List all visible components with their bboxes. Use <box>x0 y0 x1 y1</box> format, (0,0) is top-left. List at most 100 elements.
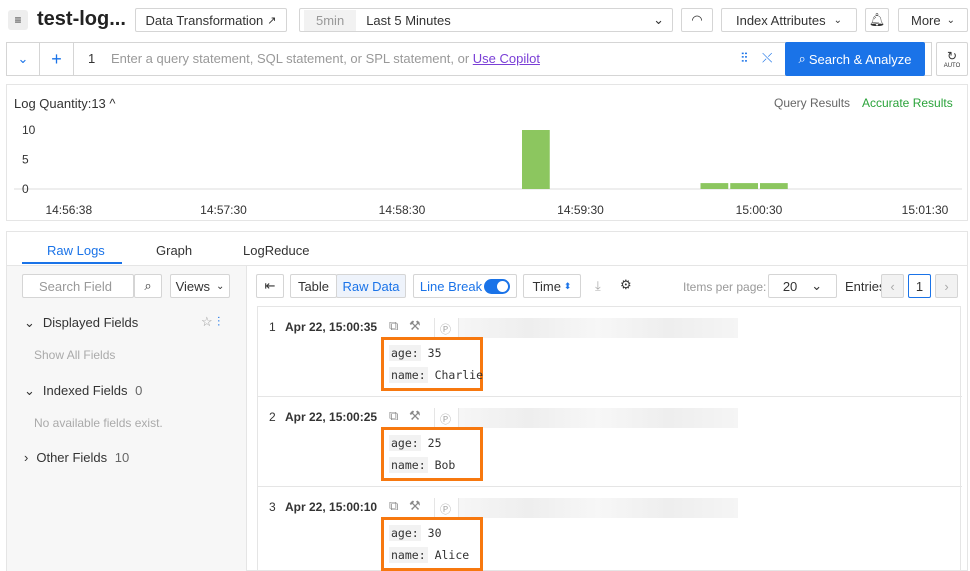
field-key-name: name: <box>389 457 428 473</box>
settings-gear-icon[interactable]: ⚙ <box>620 277 632 292</box>
collapse-sidebar-button[interactable]: ⇤ <box>256 274 284 298</box>
external-link-icon: ↗ <box>267 14 277 27</box>
search-icon: ⌕ <box>144 278 152 293</box>
blurred-source-value <box>458 408 738 428</box>
search-field-button[interactable]: ⌕ <box>134 274 162 298</box>
tab-raw-logs[interactable]: Raw Logs <box>47 243 105 258</box>
collapse-icon: ⇤ <box>264 278 276 293</box>
next-page-button[interactable]: › <box>935 274 958 298</box>
field-key-name: name: <box>389 547 428 563</box>
items-per-page-value: 20 <box>782 278 798 294</box>
auto-refresh-button[interactable]: ↻ AUTO <box>936 42 968 76</box>
indexed-fields-section[interactable]: ⌄ Indexed Fields 0 <box>24 383 142 399</box>
ip-tag-icon: Ⓟ <box>440 504 451 516</box>
download-icon[interactable]: ⤓ <box>595 278 601 293</box>
copy-icon[interactable]: ⧉ <box>389 498 399 513</box>
copy-icon[interactable]: ⧉ <box>389 408 399 423</box>
histogram-bar <box>730 183 758 189</box>
time-range-picker[interactable]: 5min Last 5 Minutes ⌄ <box>299 8 673 32</box>
accurate-results-link[interactable]: Accurate Results <box>862 96 953 110</box>
logs-list <box>257 306 961 571</box>
field-value-name: Alice <box>434 548 470 562</box>
chevron-up-icon: ^ <box>109 96 116 111</box>
prev-page-button[interactable]: ‹ <box>881 274 904 298</box>
field-highlight-box <box>381 517 483 571</box>
histogram-bar <box>760 183 788 189</box>
other-fields-section[interactable]: › Other Fields 10 <box>24 450 129 465</box>
refresh-icon: ↻ <box>946 49 958 63</box>
data-transformation-button[interactable]: Data Transformation ↗ <box>135 8 287 32</box>
blurred-source-value <box>458 318 738 338</box>
entries-label: Entries <box>845 279 886 294</box>
log-index: 2 <box>269 410 276 424</box>
histogram-bar <box>700 183 729 189</box>
chevron-down-icon: ⌄ <box>24 315 35 330</box>
magic-wand-icon[interactable]: ⚒ <box>409 318 421 333</box>
views-label: Views <box>175 278 211 294</box>
tab-logreduce[interactable]: LogReduce <box>243 243 310 258</box>
log-quantity-label: Log Quantity:13 <box>14 96 106 111</box>
time-sort-button[interactable]: Time ⬍ <box>523 274 581 298</box>
chevron-down-icon: ⌄ <box>653 12 664 27</box>
displayed-fields-label: Displayed Fields <box>42 315 139 330</box>
query-results-link[interactable]: Query Results <box>774 96 851 110</box>
field-key-age: age: <box>389 525 421 541</box>
views-dropdown[interactable]: Views ⌄ <box>170 274 230 298</box>
toggle-switch[interactable] <box>484 278 511 294</box>
ip-tag-icon: Ⓟ <box>440 414 451 426</box>
y-tick-label: 10 <box>22 123 36 137</box>
time-sort-label: Time <box>532 278 561 294</box>
items-per-page-select[interactable]: 20 ⌄ <box>768 274 837 298</box>
chevron-right-icon: › <box>24 450 29 465</box>
field-value-age: 25 <box>427 436 442 450</box>
search-analyze-button[interactable]: ⌕ Search & Analyze <box>785 42 925 76</box>
copy-icon[interactable]: ⧉ <box>389 318 399 333</box>
query-input[interactable]: Enter a query statement, SQL statement, … <box>111 51 540 66</box>
field-value-name: Charlie <box>434 368 484 382</box>
field-highlight-box <box>381 337 483 391</box>
auto-label: AUTO <box>943 63 961 69</box>
time-range-label: Last 5 Minutes <box>366 12 451 28</box>
y-tick-label: 5 <box>22 153 29 167</box>
no-fields-message: No available fields exist. <box>34 416 163 430</box>
star-icon[interactable]: ☆ <box>201 314 213 329</box>
x-tick-label: 14:56:38 <box>45 203 92 217</box>
raw-data-view-button[interactable]: Raw Data <box>336 274 406 298</box>
time-badge: 5min <box>304 9 357 31</box>
log-index: 1 <box>269 320 276 334</box>
tab-active-indicator <box>22 262 122 264</box>
other-fields-count: 10 <box>114 450 130 465</box>
log-separator <box>258 396 962 397</box>
log-time: Apr 22, 15:00:25 <box>285 410 378 424</box>
filter-settings-icon[interactable]: ⫶⫶ <box>741 50 748 65</box>
field-age: age: 25 <box>389 435 442 451</box>
field-settings-icon[interactable]: ⫶ <box>217 314 221 329</box>
field-value-age: 30 <box>427 526 442 540</box>
more-label: More <box>910 12 941 28</box>
blurred-source-tags <box>434 498 737 518</box>
format-icon[interactable]: ⤬ <box>762 50 773 65</box>
current-page[interactable]: 1 <box>908 274 931 298</box>
search-analyze-label: Search & Analyze <box>808 51 912 67</box>
log-quantity[interactable]: Log Quantity:13 ^ <box>14 96 116 111</box>
x-tick-label: 15:00:30 <box>736 203 783 217</box>
line-break-toggle[interactable]: Line Break <box>413 274 517 298</box>
refresh-speed-button[interactable]: ◠ <box>681 8 713 32</box>
collapse-chevron-icon[interactable]: ⌄ <box>7 43 40 75</box>
use-copilot-link[interactable]: Use Copilot <box>472 51 540 66</box>
gauge-icon: ◠ <box>691 12 703 27</box>
index-attributes-button[interactable]: Index Attributes ⌄ <box>721 8 857 32</box>
show-all-fields[interactable]: Show All Fields <box>34 348 116 362</box>
field-value-name: Bob <box>434 458 456 472</box>
magic-wand-icon[interactable]: ⚒ <box>409 408 421 423</box>
table-view-button[interactable]: Table <box>290 274 337 298</box>
more-button[interactable]: More ⌄ <box>898 8 968 32</box>
query-line-number: 1 <box>88 51 96 66</box>
magic-wand-icon[interactable]: ⚒ <box>409 498 421 513</box>
blurred-source-value <box>458 498 738 518</box>
add-query-icon[interactable]: + <box>40 43 74 75</box>
search-field-input[interactable]: Search Field <box>22 274 134 298</box>
displayed-fields-section[interactable]: ⌄ Displayed Fields <box>24 315 138 331</box>
tab-graph[interactable]: Graph <box>156 243 193 258</box>
alert-button[interactable]: 🔔︎ <box>865 8 889 32</box>
